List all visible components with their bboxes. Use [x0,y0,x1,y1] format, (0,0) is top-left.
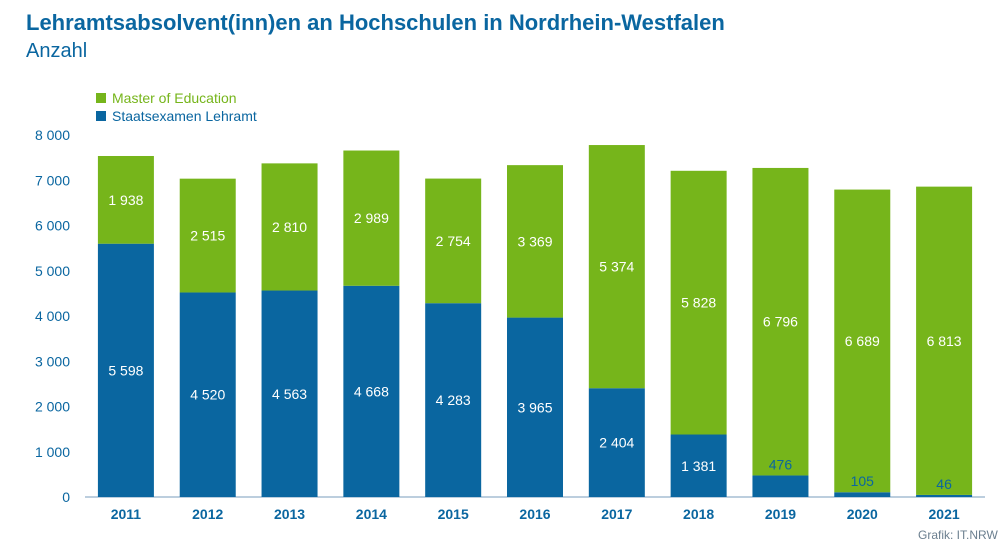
x-tick-label: 2014 [356,506,387,522]
bar-master [97,155,154,244]
bar-staatsexamen [261,290,318,497]
legend-swatch [96,93,106,103]
data-label-staatsexamen: 105 [851,473,875,489]
y-tick-label: 0 [62,489,70,505]
y-tick-label: 5 000 [35,263,70,279]
x-tick-label: 2017 [601,506,632,522]
y-tick-label: 1 000 [35,444,70,460]
legend-swatch [96,111,106,121]
data-label-master: 6 796 [763,314,798,330]
chart-subtitle: Anzahl [26,40,88,62]
bar-staatsexamen [507,317,563,497]
bar-master [261,163,318,291]
bar-master [343,150,400,286]
x-tick-label: 2016 [519,506,550,522]
data-label-staatsexamen: 4 520 [190,387,225,403]
bar-master [425,178,482,304]
bar-staatsexamen [343,285,400,497]
data-label-master: 3 369 [517,233,552,249]
chart-title: Lehramtsabsolvent(inn)en an Hochschulen … [26,10,725,35]
data-label-staatsexamen: 3 965 [517,399,552,415]
data-label-master: 1 938 [108,192,143,208]
y-tick-label: 6 000 [35,218,70,234]
legend-label: Staatsexamen Lehramt [112,108,257,124]
bar-staatsexamen [588,388,645,497]
bar-staatsexamen [752,475,809,497]
x-tick-label: 2012 [192,506,223,522]
data-label-staatsexamen: 4 668 [354,383,389,399]
data-label-master: 2 754 [436,233,471,249]
data-label-staatsexamen: 4 563 [272,386,307,402]
data-label-master: 6 813 [927,333,962,349]
data-label-master: 6 689 [845,333,880,349]
y-tick-label: 3 000 [35,353,70,369]
bar-master [670,170,727,435]
data-label-staatsexamen: 46 [936,476,952,492]
x-tick-label: 2020 [847,506,878,522]
bar-staatsexamen [834,492,891,497]
data-label-staatsexamen: 2 404 [599,435,634,451]
data-label-master: 5 828 [681,295,716,311]
bar-staatsexamen [916,494,973,497]
data-label-staatsexamen: 476 [769,456,793,472]
source-note: Grafik: IT.NRW [918,528,998,542]
x-tick-label: 2019 [765,506,796,522]
bar-master [916,186,973,495]
y-tick-label: 7 000 [35,172,70,188]
data-label-staatsexamen: 5 598 [108,362,143,378]
x-tick-label: 2015 [438,506,469,522]
bar-staatsexamen [425,303,482,497]
data-label-master: 2 989 [354,210,389,226]
y-tick-label: 2 000 [35,399,70,415]
x-tick-label: 2021 [929,506,960,522]
data-label-staatsexamen: 1 381 [681,458,716,474]
data-label-master: 2 515 [190,228,225,244]
data-label-master: 5 374 [599,259,634,275]
bar-master [179,178,236,293]
y-tick-label: 8 000 [35,127,70,143]
bar-staatsexamen [97,243,154,497]
x-tick-label: 2013 [274,506,305,522]
x-tick-label: 2018 [683,506,714,522]
bar-staatsexamen [179,292,236,497]
bar-master [507,165,563,318]
legend-label: Master of Education [112,90,237,106]
y-tick-label: 4 000 [35,308,70,324]
bar-master [834,189,891,493]
bar-master [752,167,809,476]
bar-master [588,145,645,389]
x-tick-label: 2011 [111,506,142,522]
data-label-master: 2 810 [272,219,307,235]
bar-staatsexamen [670,434,727,497]
data-label-staatsexamen: 4 283 [436,392,471,408]
